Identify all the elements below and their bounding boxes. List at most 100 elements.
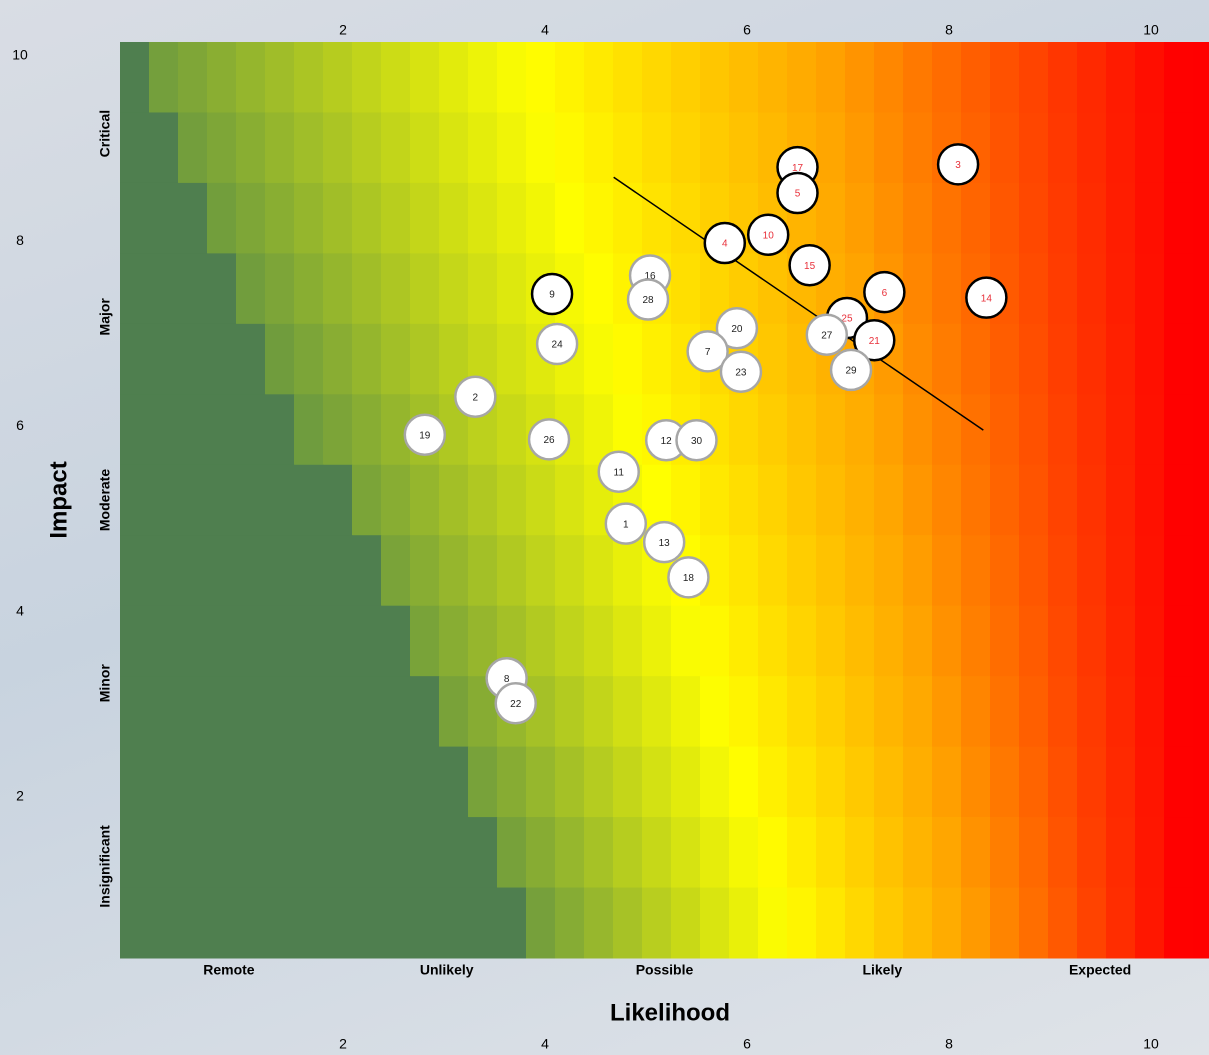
- heat-cell: [1164, 606, 1194, 677]
- heat-cell: [1048, 888, 1078, 959]
- heat-cell: [613, 606, 643, 677]
- heat-cell: [758, 747, 788, 818]
- heat-cell: [990, 888, 1020, 959]
- heat-cell: [874, 888, 904, 959]
- heat-cell: [497, 183, 527, 254]
- y-category-label: Critical: [97, 110, 113, 157]
- heat-cell: [1193, 324, 1209, 395]
- heat-cell: [381, 747, 411, 818]
- y-tick-label: 2: [16, 788, 24, 804]
- heat-cell: [845, 747, 875, 818]
- heat-cell: [816, 606, 846, 677]
- heat-cell: [787, 817, 817, 888]
- heat-cell: [352, 183, 382, 254]
- heat-cell: [323, 817, 353, 888]
- heat-cell: [439, 676, 469, 747]
- heat-cell: [265, 747, 295, 818]
- heat-cell: [294, 42, 324, 113]
- heat-cell: [1193, 112, 1209, 183]
- heat-cell: [294, 676, 324, 747]
- heat-cell: [584, 676, 614, 747]
- heat-cell: [671, 676, 701, 747]
- heat-cell: [149, 42, 179, 113]
- heat-cell: [1106, 606, 1136, 677]
- heat-cell: [1164, 324, 1194, 395]
- heat-cell: [613, 112, 643, 183]
- heat-cell: [874, 112, 904, 183]
- heat-cell: [468, 112, 498, 183]
- heat-cell: [1164, 112, 1194, 183]
- heat-cell: [671, 253, 701, 324]
- heat-cell: [323, 606, 353, 677]
- heat-cell: [758, 465, 788, 536]
- heat-cell: [671, 112, 701, 183]
- heat-cell: [178, 253, 208, 324]
- heat-cell: [1019, 42, 1049, 113]
- heat-cell: [729, 394, 759, 465]
- heat-cell: [613, 535, 643, 606]
- heat-cell: [294, 888, 324, 959]
- heat-cell: [700, 42, 730, 113]
- heat-cell: [874, 817, 904, 888]
- heat-cell: [526, 112, 556, 183]
- heat-cell: [787, 535, 817, 606]
- heat-cell: [1019, 817, 1049, 888]
- heat-cell: [671, 747, 701, 818]
- heat-cell: [265, 324, 295, 395]
- heat-cell: [178, 183, 208, 254]
- risk-label: 2: [473, 392, 479, 403]
- heat-cell: [1019, 747, 1049, 818]
- heat-cell: [903, 465, 933, 536]
- heat-cell: [1077, 817, 1107, 888]
- heat-cell: [120, 817, 150, 888]
- heat-cell: [1106, 324, 1136, 395]
- heat-cell: [410, 465, 440, 536]
- heat-cell: [787, 888, 817, 959]
- heat-cell: [584, 183, 614, 254]
- heat-cell: [700, 676, 730, 747]
- heat-cell: [961, 42, 991, 113]
- heat-cell: [584, 253, 614, 324]
- risk-label: 13: [659, 538, 671, 549]
- heat-cell: [932, 676, 962, 747]
- risk-label: 14: [981, 293, 993, 304]
- heat-cell: [1193, 817, 1209, 888]
- heat-cell: [1048, 747, 1078, 818]
- heat-cell: [932, 324, 962, 395]
- heat-cell: [1019, 394, 1049, 465]
- heat-cell: [555, 42, 585, 113]
- heat-cell: [1164, 676, 1194, 747]
- heat-cell: [468, 42, 498, 113]
- heat-cell: [120, 42, 150, 113]
- heat-cell: [671, 817, 701, 888]
- heat-cell: [903, 324, 933, 395]
- heat-cell: [990, 465, 1020, 536]
- heat-cell: [265, 676, 295, 747]
- heat-cell: [410, 888, 440, 959]
- heat-cell: [555, 183, 585, 254]
- heat-cell: [642, 112, 672, 183]
- heat-cell: [1106, 253, 1136, 324]
- heat-cell: [932, 535, 962, 606]
- heat-cell: [1193, 535, 1209, 606]
- heat-cell: [787, 606, 817, 677]
- heat-cell: [1164, 535, 1194, 606]
- heat-cell: [990, 606, 1020, 677]
- page: {"chart_data": { "type": "scatter", "x_t…: [0, 0, 1209, 1055]
- heat-cell: [352, 676, 382, 747]
- heat-cell: [729, 42, 759, 113]
- heat-cell: [381, 42, 411, 113]
- heat-cell: [874, 394, 904, 465]
- heat-cell: [700, 888, 730, 959]
- heat-cell: [439, 888, 469, 959]
- heat-cell: [1019, 112, 1049, 183]
- heat-cell: [149, 606, 179, 677]
- heat-cell: [874, 747, 904, 818]
- heat-cell: [439, 535, 469, 606]
- heat-cell: [149, 183, 179, 254]
- heat-cell: [671, 888, 701, 959]
- heat-cell: [323, 253, 353, 324]
- heat-cell: [1193, 394, 1209, 465]
- heat-cell: [758, 42, 788, 113]
- heat-cell: [903, 42, 933, 113]
